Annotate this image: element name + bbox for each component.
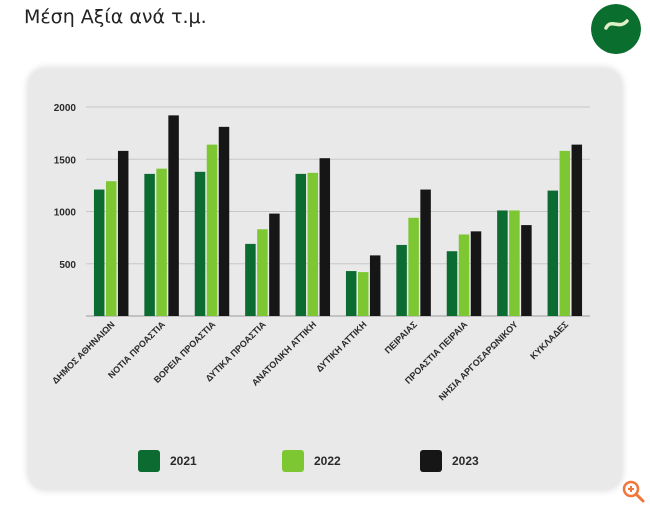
bar-2023-1 bbox=[168, 115, 179, 316]
y-tick-label: 1500 bbox=[54, 155, 77, 166]
x-tick-label: ΔΥΤΙΚΗ ΑΤΤΙΚΗ bbox=[314, 319, 369, 374]
bar-2023-4 bbox=[319, 158, 331, 316]
bar-2022-6 bbox=[408, 217, 419, 316]
y-tick-label: 500 bbox=[59, 260, 76, 271]
bar-2021-1 bbox=[144, 173, 155, 316]
bar-2022-9 bbox=[559, 150, 571, 316]
legend-label-2021: 2021 bbox=[170, 454, 197, 468]
bar-2023-0 bbox=[117, 150, 129, 316]
bar-2021-6 bbox=[396, 244, 407, 316]
bar-2022-3 bbox=[257, 229, 268, 316]
page-title: Μέση Αξία ανά τ.μ. bbox=[24, 6, 207, 28]
legend-label-2022: 2022 bbox=[314, 454, 341, 468]
legend-label-2023: 2023 bbox=[452, 454, 479, 468]
zoom-in-icon[interactable] bbox=[620, 478, 646, 504]
bar-2021-3 bbox=[245, 243, 256, 316]
chart-card: 500 1000 1500 2000 ΔΗΜΟΣ ΑΘΗΝΑΙΩΝ ΝΟΤΙΑ ΠΡΟΑΣ… bbox=[28, 68, 622, 490]
bar-2023-5 bbox=[369, 255, 381, 316]
bar-2022-1 bbox=[156, 168, 167, 316]
bar-2021-5 bbox=[345, 271, 357, 316]
bar-2022-2 bbox=[206, 144, 218, 316]
bar-2021-4 bbox=[295, 173, 307, 316]
bar-2021-8 bbox=[497, 210, 508, 316]
bar-2023-8 bbox=[521, 225, 532, 316]
leaf-logo-icon bbox=[591, 4, 641, 54]
x-tick-label: ΚΥΚΛΑΔΕΣ bbox=[528, 319, 570, 361]
bar-2022-8 bbox=[509, 210, 520, 316]
legend-swatch-2023 bbox=[420, 450, 442, 472]
bar-2023-7 bbox=[470, 231, 482, 316]
y-tick-label: 2000 bbox=[54, 103, 77, 114]
bar-2022-0 bbox=[105, 181, 117, 316]
bar-2023-6 bbox=[420, 189, 431, 316]
bar-2023-9 bbox=[571, 144, 583, 316]
legend-swatch-2021 bbox=[138, 450, 160, 472]
legend-swatch-2022 bbox=[282, 450, 304, 472]
bar-2022-7 bbox=[458, 234, 470, 316]
bar-2021-2 bbox=[194, 171, 206, 316]
bar-2021-0 bbox=[93, 189, 105, 316]
x-tick-label: ΔΗΜΟΣ ΑΘΗΝΑΙΩΝ bbox=[50, 319, 116, 385]
bar-2021-9 bbox=[547, 190, 559, 316]
bar-2022-4 bbox=[307, 172, 319, 316]
y-tick-label: 1000 bbox=[54, 208, 77, 219]
bar-2021-7 bbox=[446, 251, 458, 316]
bar-2023-2 bbox=[218, 126, 230, 316]
bar-2022-5 bbox=[357, 272, 369, 316]
bar-2023-3 bbox=[269, 213, 280, 316]
x-tick-label: ΠΕΙΡΑΙΑΣ bbox=[383, 319, 420, 356]
